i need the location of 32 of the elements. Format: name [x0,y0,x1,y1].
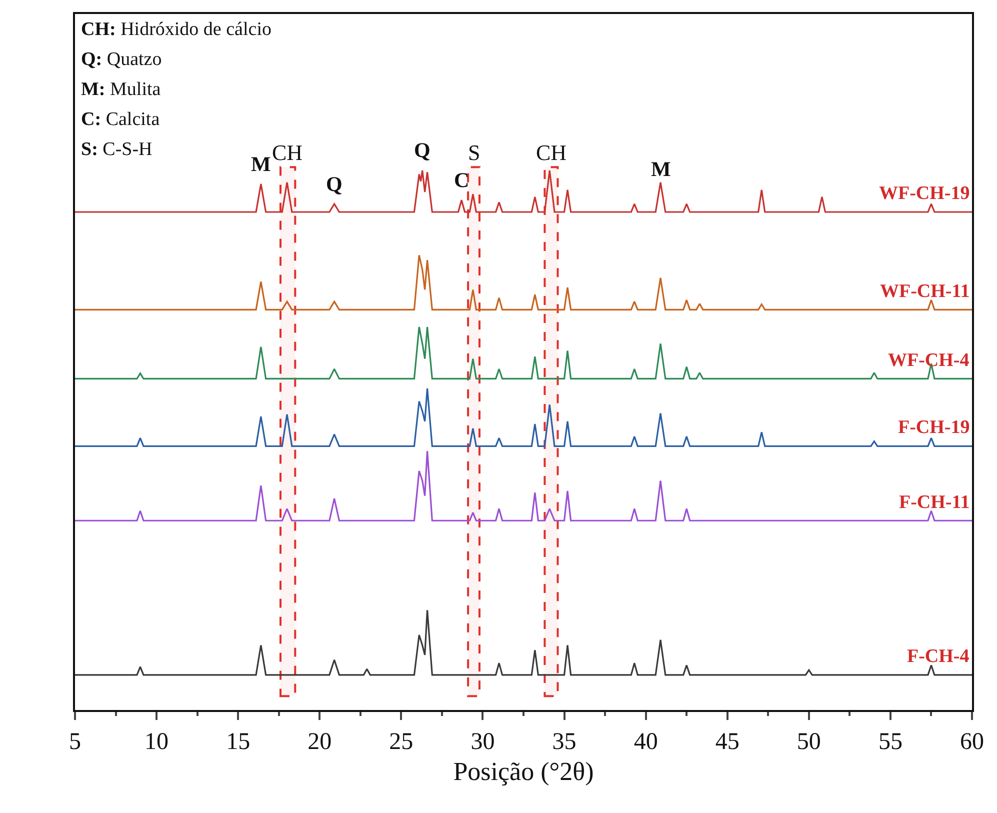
x-tick-label: 25 [389,728,414,755]
annotation: Q [326,172,342,196]
x-tick-label: 15 [226,728,250,755]
series-label: WF-CH-4 [888,350,970,371]
band-label: CH [272,140,303,165]
annotation: Q [414,138,430,162]
x-tick-label: 55 [878,728,902,755]
text: C: Calcita [81,109,160,130]
text: S: C-S-H [81,139,153,160]
series-label: F-CH-4 [907,646,970,667]
annotation: C [454,168,470,192]
series-label: WF-CH-11 [880,281,970,302]
series-label: F-CH-19 [898,417,970,438]
x-tick-label: 60 [960,728,984,755]
x-tick-label: 35 [552,728,576,755]
x-tick-label: 50 [796,728,821,755]
series-label: F-CH-11 [899,492,970,513]
band-label: S [468,140,480,165]
x-tick-label: 40 [634,728,658,755]
x-tick-label: 10 [144,728,169,755]
annotation: M [251,152,271,176]
text: CH: Hidróxido de cálcio [81,19,272,40]
x-tick-label: 20 [308,728,332,755]
series-label: WF-CH-19 [879,183,970,204]
x-tick-label: 45 [715,728,740,755]
x-tick-label: 5 [69,728,81,755]
x-axis-title: Posição (°2θ) [453,757,594,786]
text: Q: Quatzo [81,49,162,70]
annotation: M [651,157,671,181]
text: M: Mulita [81,79,162,100]
band-label: CH [536,140,567,165]
x-tick-label: 30 [470,728,495,755]
